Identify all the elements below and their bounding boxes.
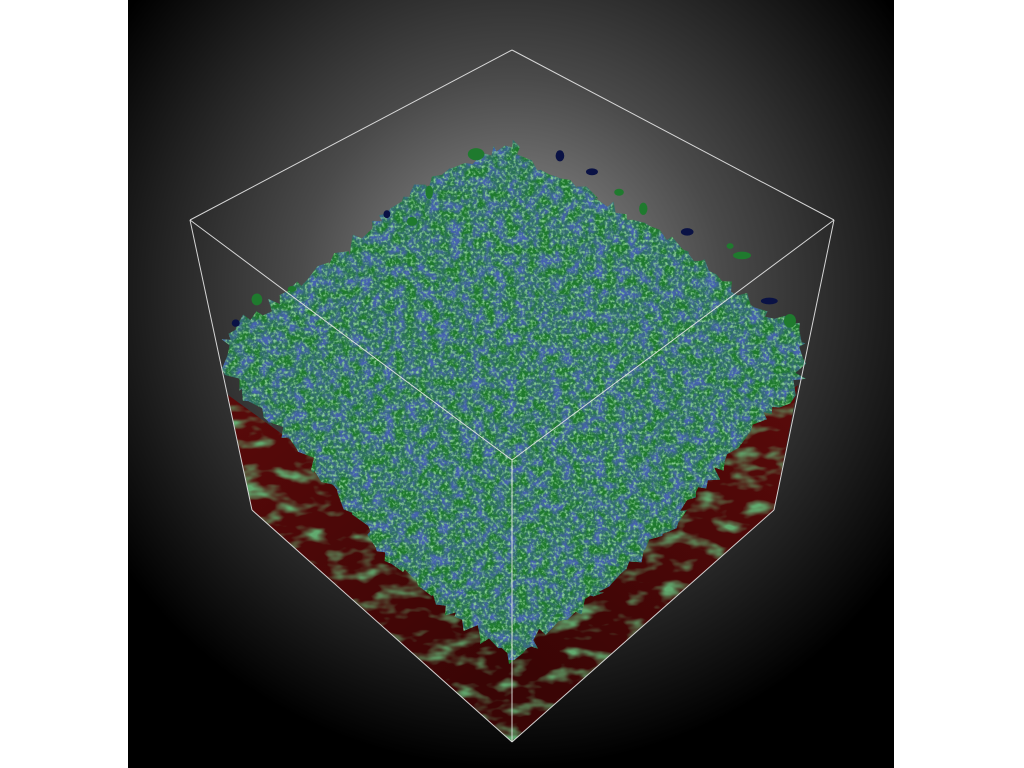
fragment	[406, 216, 418, 226]
bounding-box-edge	[773, 219, 835, 511]
fragment	[733, 251, 751, 260]
fragment	[425, 185, 433, 199]
volume-render-canvas[interactable]	[128, 0, 894, 768]
fragment	[585, 168, 598, 176]
fragment	[614, 188, 624, 196]
fragment	[231, 319, 240, 327]
fragment	[287, 285, 297, 292]
fragment	[639, 202, 648, 215]
detached-fragments	[231, 148, 797, 328]
fragment	[555, 150, 565, 162]
volume-render-viewport[interactable]	[128, 0, 894, 768]
bounding-box-outline	[189, 49, 835, 743]
fragment	[726, 243, 734, 249]
fragment	[251, 293, 263, 306]
fragment	[680, 228, 694, 236]
bounding-box-edge	[189, 49, 513, 221]
fragment	[760, 297, 778, 305]
fragment	[783, 314, 797, 328]
bounding-box-edge	[511, 49, 835, 221]
bounding-box-edge	[251, 509, 513, 743]
bounding-box-edge	[189, 219, 513, 461]
bounding-box-edge	[189, 219, 253, 511]
bounding-box-edge	[511, 219, 835, 461]
fragment	[383, 210, 391, 219]
fragment	[467, 148, 485, 161]
bounding-box-edge	[511, 509, 775, 743]
